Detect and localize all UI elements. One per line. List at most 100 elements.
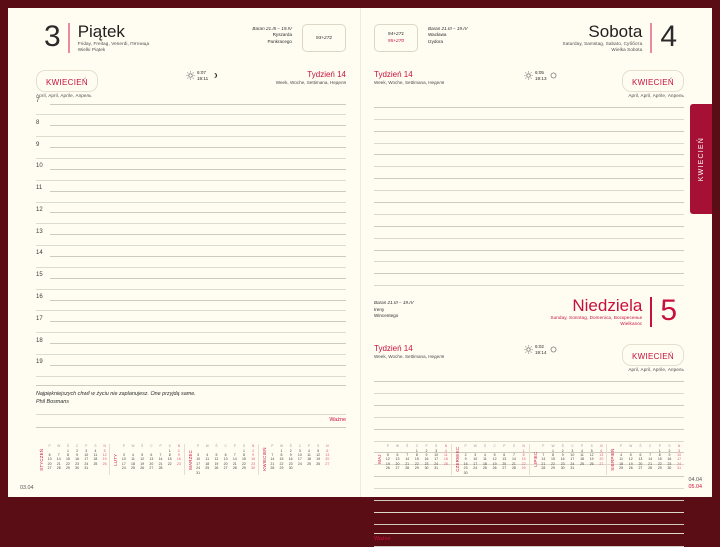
mini-day-cell[interactable]: 6 [326, 448, 329, 453]
mini-day-cell[interactable]: 7 [512, 453, 515, 458]
mini-day-cell[interactable]: 27 [502, 466, 507, 471]
mini-day-cell[interactable]: 16 [176, 457, 181, 462]
mini-day-cell[interactable]: 20 [325, 457, 330, 462]
note-line[interactable] [374, 465, 684, 478]
hour-row[interactable]: 10 [36, 161, 346, 172]
half-hour-row[interactable] [36, 194, 346, 205]
mini-day-cell[interactable]: 22 [241, 461, 246, 466]
mini-day-cell[interactable]: 12 [492, 457, 497, 462]
mini-day-cell[interactable] [212, 471, 221, 475]
mini-day-cell[interactable]: 21 [158, 461, 163, 466]
mini-day-cell[interactable]: 8 [552, 453, 554, 458]
mini-day-cell[interactable]: 4 [94, 448, 97, 453]
note-line[interactable] [374, 430, 684, 442]
mini-day-cell[interactable]: 24 [570, 461, 575, 466]
mini-day-cell[interactable]: 30 [560, 466, 565, 471]
mini-day-cell[interactable]: 25 [307, 461, 311, 466]
half-hour-row[interactable] [36, 129, 346, 140]
mini-day-cell[interactable]: 12 [589, 453, 594, 458]
mini-day-cell[interactable]: 30 [424, 466, 429, 471]
mini-day-cell[interactable]: 11 [619, 457, 623, 462]
mini-day-cell[interactable]: 17 [84, 457, 89, 462]
mini-day-cell[interactable]: 25 [205, 466, 210, 471]
mini-day-cell[interactable]: 2 [668, 448, 671, 453]
half-hour-row[interactable] [36, 172, 346, 183]
mini-day-cell[interactable]: 27 [638, 466, 643, 471]
mini-day-cell[interactable]: 3 [435, 448, 438, 453]
mini-day-cell[interactable]: 15 [65, 457, 70, 462]
mini-day-cell[interactable]: 14 [56, 457, 61, 462]
note-line[interactable] [374, 108, 684, 120]
hour-row[interactable]: 16 [36, 292, 346, 303]
mini-day-cell[interactable]: 13 [47, 457, 52, 462]
note-line[interactable] [374, 132, 684, 144]
mini-day-cell[interactable]: 14 [511, 457, 516, 462]
note-line[interactable] [374, 203, 684, 215]
mini-day-cell[interactable]: 2 [289, 448, 292, 453]
mini-day-cell[interactable]: 5 [317, 448, 320, 453]
mini-day-cell[interactable]: 4 [620, 453, 623, 458]
mini-day-cell[interactable]: 26 [316, 461, 321, 466]
mini-day-cell[interactable]: 5 [629, 453, 632, 458]
mini-day-cell[interactable]: 9 [177, 453, 180, 458]
mini-day-cell[interactable]: 31 [196, 470, 201, 475]
mini-day-cell[interactable]: 15 [414, 457, 419, 462]
mini-day-cell[interactable]: 2 [425, 448, 428, 453]
mini-day-cell[interactable]: 8 [280, 453, 283, 458]
mini-day-cell[interactable]: 9 [425, 453, 428, 458]
mini-day-cell[interactable]: 27 [599, 461, 604, 466]
mini-day-cell[interactable] [490, 471, 500, 475]
mini-day-cell[interactable]: 16 [251, 457, 256, 462]
mini-day-cell[interactable]: 2 [464, 453, 467, 458]
hour-row[interactable]: 14 [36, 248, 346, 259]
mini-day-cell[interactable]: 3 [197, 453, 200, 458]
mini-day-cell[interactable]: 26 [102, 461, 107, 466]
mini-day-cell[interactable] [230, 471, 239, 475]
mini-day-cell[interactable]: 20 [638, 461, 643, 466]
mini-day-cell[interactable]: 9 [252, 453, 255, 458]
half-hour-row[interactable] [36, 259, 346, 270]
mini-day-cell[interactable]: 14 [648, 457, 653, 462]
mini-day-cell[interactable]: 16 [463, 461, 468, 466]
note-line[interactable] [374, 394, 684, 406]
mini-day-cell[interactable]: 27 [223, 466, 228, 471]
mini-day-cell[interactable]: 31 [677, 466, 682, 471]
hour-row[interactable]: 7 [36, 96, 346, 107]
hour-row[interactable]: 18 [36, 336, 346, 347]
mini-day-cell[interactable]: 28 [232, 466, 237, 471]
mini-day-cell[interactable]: 22 [167, 461, 172, 466]
mini-day-cell[interactable]: 24 [473, 466, 478, 471]
mini-day-cell[interactable] [304, 466, 313, 470]
mini-day-cell[interactable]: 16 [288, 457, 293, 462]
mini-day-cell[interactable]: 23 [560, 461, 565, 466]
mini-day-cell[interactable]: 27 [395, 466, 400, 471]
note-line[interactable] [374, 239, 684, 251]
mini-day-cell[interactable]: 21 [232, 461, 237, 466]
mini-day-cell[interactable]: 15 [241, 457, 246, 462]
note-line[interactable] [374, 501, 684, 513]
mini-day-cell[interactable]: 23 [75, 461, 80, 466]
mini-day-cell[interactable] [314, 466, 323, 470]
mini-day-cell[interactable]: 19 [316, 457, 321, 462]
hour-row[interactable]: 11 [36, 183, 346, 194]
mini-day-cell[interactable]: 1 [415, 448, 418, 453]
month-tab-kwiecien[interactable]: KWIECIEŃ [690, 104, 712, 214]
mini-day-cell[interactable]: 10 [473, 457, 478, 462]
mini-day-cell[interactable]: 12 [385, 457, 390, 462]
mini-day-cell[interactable]: 1 [658, 448, 661, 453]
mini-day-cell[interactable]: 21 [541, 461, 546, 466]
mini-day-cell[interactable]: 1 [66, 448, 69, 453]
mini-day-cell[interactable]: 12 [628, 457, 633, 462]
mini-day-cell[interactable]: 25 [93, 461, 98, 466]
mini-day-cell[interactable]: 11 [483, 457, 487, 462]
half-hour-row[interactable] [36, 150, 346, 161]
mini-day-cell[interactable] [165, 466, 174, 470]
mini-day-cell[interactable]: 5 [103, 448, 106, 453]
mini-day-cell[interactable]: 17 [473, 461, 478, 466]
note-line[interactable] [374, 227, 684, 239]
mini-day-cell[interactable]: 3 [122, 453, 125, 458]
note-line[interactable] [374, 191, 684, 204]
mini-month[interactable]: CZERWIEC P W Ś C P S N 1 2 3 4 5 6 7 8 9 10 11 12 13 14 15 16 17… [450, 444, 529, 475]
mini-day-cell[interactable]: 15 [279, 457, 284, 462]
mini-day-cell[interactable]: 28 [405, 466, 410, 471]
